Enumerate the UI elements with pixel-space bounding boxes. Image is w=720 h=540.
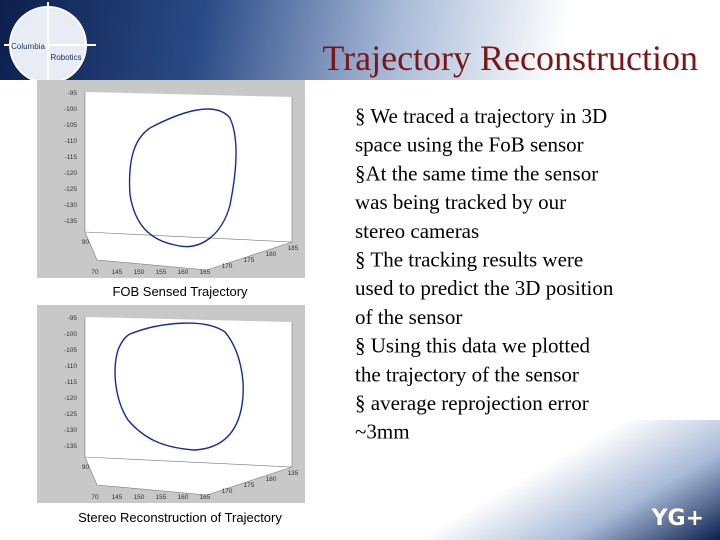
y-tick-label: -110 bbox=[64, 363, 77, 370]
y-tick-label: -95 bbox=[68, 90, 78, 97]
body-text: the trajectory of the sensor bbox=[355, 362, 579, 386]
y-tick-label: -100 bbox=[64, 331, 77, 338]
y-tick-label: -125 bbox=[64, 411, 77, 418]
y-tick-label: -105 bbox=[64, 122, 77, 129]
y-tick-label: -120 bbox=[64, 395, 77, 402]
body-text: § We traced a trajectory in 3D bbox=[355, 104, 607, 128]
x-tick-label: 180 bbox=[266, 476, 277, 483]
figure: -95 -100 -105 -110 -115 -120 -125 -130 -135 90 70 1… bbox=[37, 80, 305, 299]
z-tick-label: 90 bbox=[82, 239, 90, 246]
x-tick-label: 70 bbox=[91, 269, 99, 276]
body-text: was being tracked by our bbox=[355, 190, 566, 214]
body-text: space using the FoB sensor bbox=[355, 133, 584, 157]
x-tick-label: 135 bbox=[288, 470, 299, 477]
y-tick-label: -130 bbox=[64, 202, 77, 209]
x-tick-label: 155 bbox=[156, 269, 167, 276]
plot-box bbox=[84, 92, 293, 271]
x-tick-label: 170 bbox=[222, 263, 233, 270]
y-tick-label: -120 bbox=[64, 170, 77, 177]
body-text: § average reprojection error bbox=[355, 391, 589, 415]
logo: Columbia Robotics bbox=[4, 2, 96, 88]
logo-text: Columbia bbox=[11, 42, 45, 51]
x-tick-label: 165 bbox=[200, 269, 211, 276]
footer-logo: YG+ bbox=[651, 506, 704, 531]
x-tick-label: 175 bbox=[244, 482, 255, 489]
y-tick-label: -125 bbox=[64, 186, 77, 193]
body-text: stereo cameras bbox=[355, 219, 479, 243]
x-tick-label: 165 bbox=[200, 494, 211, 501]
z-tick-label: 90 bbox=[82, 464, 90, 471]
y-tick-label: -110 bbox=[64, 138, 77, 145]
x-tick-label: 185 bbox=[288, 245, 299, 252]
y-tick-label: -135 bbox=[64, 218, 77, 225]
figure-caption: Stereo Reconstruction of Trajectory bbox=[78, 510, 282, 525]
x-tick-label: 150 bbox=[134, 494, 145, 501]
figure: -95 -100 -105 -110 -115 -120 -125 -130 -135 90 70 1… bbox=[37, 305, 305, 525]
x-tick-label: 180 bbox=[266, 251, 277, 258]
body-text: § Using this data we plotted bbox=[355, 334, 591, 358]
x-tick-label: 175 bbox=[244, 257, 255, 264]
figure-caption: FOB Sensed Trajectory bbox=[112, 284, 248, 299]
body-text: §At the same time the sensor bbox=[355, 161, 598, 185]
logo-text: Robotics bbox=[50, 53, 81, 62]
body-text: § The tracking results were bbox=[355, 248, 583, 272]
x-tick-label: 170 bbox=[222, 488, 233, 495]
y-tick-label: -115 bbox=[64, 154, 77, 161]
plot-box bbox=[84, 317, 293, 496]
body-text: used to predict the 3D position bbox=[355, 276, 614, 300]
x-tick-label: 145 bbox=[112, 494, 123, 501]
slide-title: Trajectory Reconstruction bbox=[322, 38, 698, 78]
trajectory bbox=[114, 322, 244, 451]
x-tick-label: 70 bbox=[91, 494, 99, 501]
y-tick-label: -105 bbox=[64, 347, 77, 354]
header-band bbox=[0, 0, 720, 80]
body-text: of the sensor bbox=[355, 305, 462, 329]
y-tick-label: -100 bbox=[64, 106, 77, 113]
y-tick-label: -115 bbox=[64, 379, 77, 386]
x-tick-label: 155 bbox=[156, 494, 167, 501]
y-tick-label: -130 bbox=[64, 427, 77, 434]
y-tick-label: -135 bbox=[64, 443, 77, 450]
x-tick-label: 150 bbox=[134, 269, 145, 276]
trajectory bbox=[128, 108, 237, 248]
body-text: ~3mm bbox=[355, 420, 410, 444]
footer-band bbox=[420, 420, 720, 540]
x-tick-label: 160 bbox=[178, 269, 189, 276]
x-tick-label: 145 bbox=[112, 269, 123, 276]
y-tick-label: -95 bbox=[68, 315, 78, 322]
x-tick-label: 160 bbox=[178, 494, 189, 501]
